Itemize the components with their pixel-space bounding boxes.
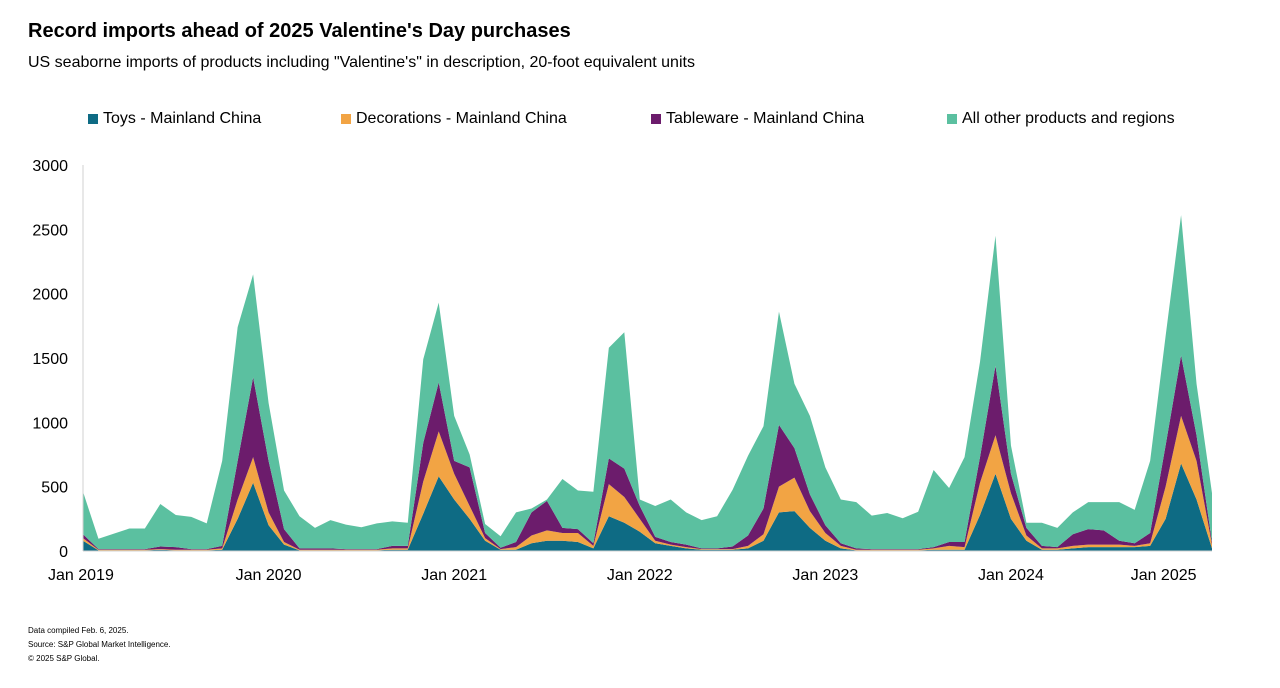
y-tick-label: 500 <box>41 480 68 497</box>
chart-title: Record imports ahead of 2025 Valentine's… <box>28 20 571 42</box>
legend-swatch-other <box>947 114 957 124</box>
legend-item-toys: Toys - Mainland China <box>88 110 261 128</box>
x-tick-label: Jan 2024 <box>978 567 1044 584</box>
y-tick-label: 1000 <box>32 415 68 432</box>
legend-label-tableware: Tableware - Mainland China <box>666 110 865 127</box>
x-tick-label: Jan 2020 <box>236 567 302 584</box>
y-tick-label: 1500 <box>32 351 68 368</box>
x-tick-label: Jan 2025 <box>1131 567 1197 584</box>
chart-subtitle: US seaborne imports of products includin… <box>28 54 695 71</box>
legend-swatch-decorations <box>341 114 351 124</box>
y-tick-label: 2000 <box>32 287 68 304</box>
x-tick-label: Jan 2023 <box>792 567 858 584</box>
legend-label-other: All other products and regions <box>962 110 1175 127</box>
footer-source: Source: S&P Global Market Intelligence. <box>28 640 171 649</box>
y-tick-label: 3000 <box>32 158 68 175</box>
legend-label-decorations: Decorations - Mainland China <box>356 110 567 127</box>
x-tick-label: Jan 2022 <box>607 567 673 584</box>
footer-copyright: © 2025 S&P Global. <box>28 654 100 663</box>
footer-compiled: Data compiled Feb. 6, 2025. <box>28 626 129 635</box>
y-tick-label: 2500 <box>32 222 68 239</box>
area-series-3 <box>83 355 1212 550</box>
legend-swatch-tableware <box>651 114 661 124</box>
legend-item-tableware: Tableware - Mainland China <box>651 110 864 128</box>
legend-item-decorations: Decorations - Mainland China <box>341 110 567 128</box>
area-series-4 <box>83 215 1212 550</box>
legend-label-toys: Toys - Mainland China <box>103 110 262 127</box>
area-series-1 <box>83 463 1212 551</box>
y-tick-label: 0 <box>59 544 68 561</box>
x-tick-label: Jan 2019 <box>48 567 114 584</box>
legend-swatch-toys <box>88 114 98 124</box>
footer-notes: Data compiled Feb. 6, 2025. Source: S&P … <box>28 624 171 666</box>
area-series-2 <box>83 415 1212 551</box>
x-tick-label: Jan 2021 <box>421 567 487 584</box>
legend: Toys - Mainland China Decorations - Main… <box>0 110 1280 132</box>
legend-item-other: All other products and regions <box>947 110 1175 128</box>
